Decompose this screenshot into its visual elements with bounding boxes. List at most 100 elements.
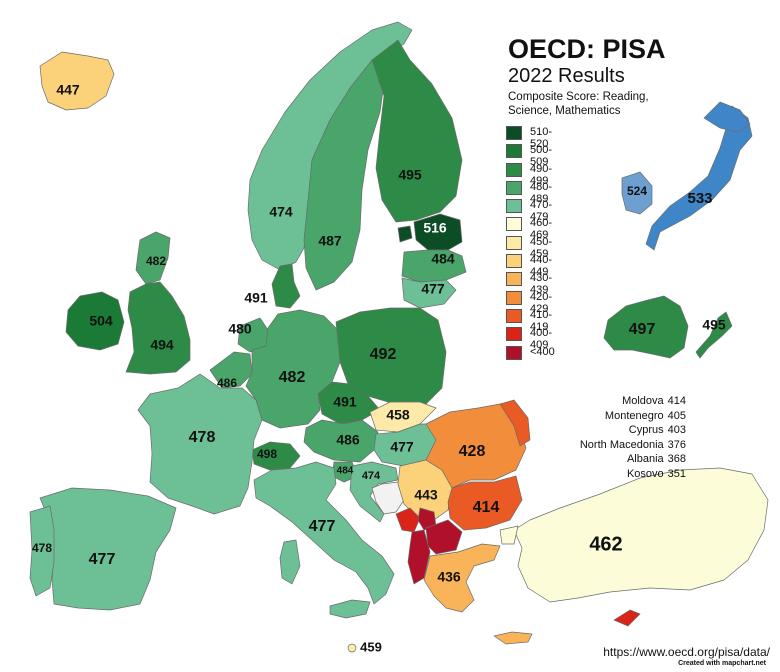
extra-score-value: 403 <box>667 424 686 436</box>
greece[interactable] <box>423 543 501 613</box>
legend-label: 490-499 <box>530 162 553 187</box>
australia[interactable] <box>603 295 689 359</box>
turkey-thrace[interactable] <box>499 525 519 545</box>
legend-label: 460-469 <box>530 217 553 242</box>
lithuania[interactable] <box>401 277 457 309</box>
label-greece: 436 <box>437 569 461 585</box>
extra-scores-list: Moldova 414 Montenegro 405 Cyprus 403 North Ma… <box>560 394 686 481</box>
label-new-zealand: 495 <box>702 317 726 333</box>
label-scotland: 482 <box>146 254 166 268</box>
moldova[interactable] <box>499 399 531 447</box>
credit-text: Created with mapchart.net <box>678 660 766 667</box>
label-belgium: 486 <box>217 376 237 390</box>
albania[interactable] <box>407 529 431 585</box>
bulgaria[interactable] <box>447 475 523 531</box>
legend-label: 510-520 <box>530 126 553 150</box>
label-austria: 486 <box>336 432 360 448</box>
slovakia[interactable] <box>369 401 437 433</box>
legend-swatch <box>506 162 522 177</box>
ireland[interactable] <box>65 291 125 351</box>
label-italy: 477 <box>309 518 336 535</box>
legend-swatch <box>506 235 522 250</box>
extra-score-country: North Macedonia <box>579 438 664 451</box>
estonia[interactable] <box>413 213 463 251</box>
new-zealand[interactable] <box>695 311 733 359</box>
malta[interactable] <box>347 643 357 653</box>
legend-label: 430-439 <box>530 272 553 297</box>
turkey[interactable] <box>513 467 769 603</box>
label-switzerland: 498 <box>257 447 277 461</box>
extra-score-value: 376 <box>667 438 686 451</box>
label-hungary: 477 <box>390 439 414 455</box>
legend-label: 400-409 <box>530 327 553 352</box>
label-malta: 459 <box>360 639 382 654</box>
spain[interactable] <box>39 487 177 611</box>
extra-score-country: Moldova <box>622 395 664 407</box>
legend-swatch <box>506 180 522 195</box>
croatia[interactable] <box>349 461 399 523</box>
label-bulgaria: 414 <box>473 499 500 516</box>
legend-swatch <box>506 199 522 214</box>
map-subtitle: 2022 Results <box>508 65 625 87</box>
label-turkey: 462 <box>589 533 622 555</box>
denmark[interactable] <box>271 263 301 309</box>
label-denmark: 491 <box>244 290 268 306</box>
scotland[interactable] <box>135 231 171 285</box>
extra-score-row: Moldova 414 <box>560 394 686 409</box>
legend-label: 500-509 <box>530 144 553 169</box>
crete[interactable] <box>493 631 533 645</box>
label-spain: 477 <box>89 551 116 568</box>
extra-score-row: North Macedonia 376 <box>560 438 686 453</box>
extra-score-country: Kosovo <box>626 467 664 480</box>
map-title: OECD: PISA <box>508 34 666 64</box>
france[interactable] <box>137 373 263 515</box>
source-url[interactable]: https://www.oecd.org/pisa/data/ <box>603 645 770 659</box>
sardinia[interactable] <box>279 539 301 585</box>
label-sweden: 487 <box>318 233 342 249</box>
label-czechia: 491 <box>333 394 357 410</box>
label-latvia: 484 <box>431 251 455 267</box>
extra-score-value: 351 <box>667 467 686 480</box>
label-estonia: 516 <box>423 220 447 236</box>
extra-score-value: 414 <box>667 395 686 407</box>
label-iceland: 447 <box>56 82 80 98</box>
sweden[interactable] <box>303 59 385 291</box>
label-germany: 482 <box>279 369 306 386</box>
finland[interactable] <box>371 39 463 223</box>
label-finland: 495 <box>398 167 422 183</box>
legend-swatch <box>506 327 522 342</box>
latvia[interactable] <box>401 249 467 283</box>
extra-score-value: 405 <box>667 409 686 422</box>
iceland[interactable] <box>39 51 115 111</box>
switzerland[interactable] <box>251 441 301 471</box>
label-france: 478 <box>189 429 216 446</box>
cyprus[interactable] <box>613 609 641 627</box>
romania[interactable] <box>425 403 527 489</box>
italy[interactable] <box>253 461 395 605</box>
bosnia[interactable] <box>371 481 405 515</box>
label-lithuania: 477 <box>421 281 445 297</box>
legend-label: 480-489 <box>530 180 553 205</box>
estonia-island[interactable] <box>397 225 413 243</box>
legend-swatch <box>506 217 522 232</box>
montenegro[interactable] <box>395 507 421 533</box>
label-slovakia: 458 <box>386 407 410 423</box>
legend-label: 410-419 <box>530 308 553 333</box>
sicily[interactable] <box>329 599 371 619</box>
legend-label: <400 <box>530 345 555 358</box>
label-serbia: 443 <box>414 487 438 503</box>
label-portugal: 478 <box>32 541 52 555</box>
japan-north[interactable] <box>703 101 751 133</box>
north-macedonia[interactable] <box>425 519 463 555</box>
extra-score-row: Montenegro 405 <box>560 409 686 424</box>
legend-label: 420-429 <box>530 290 553 315</box>
label-japan: 533 <box>687 190 712 207</box>
extra-score-country: Albania <box>626 453 664 465</box>
united-kingdom[interactable] <box>125 281 191 375</box>
korea[interactable] <box>621 171 653 215</box>
extra-score-value: 368 <box>667 453 686 465</box>
legend-swatch <box>506 290 522 305</box>
portugal[interactable] <box>29 505 55 597</box>
label-ireland: 504 <box>89 313 113 329</box>
